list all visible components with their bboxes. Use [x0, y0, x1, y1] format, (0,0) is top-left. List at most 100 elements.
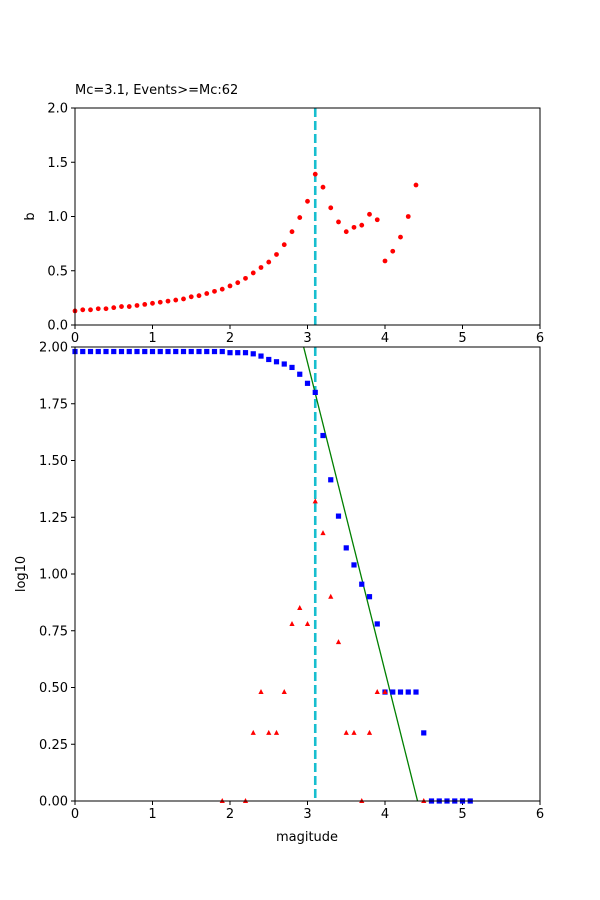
top-b-point	[281, 242, 287, 248]
top-b-point	[382, 258, 388, 264]
top-b-point	[243, 275, 248, 281]
bottom-y-tick-label: 0.00	[39, 795, 68, 810]
bottom-plot-frame	[74, 346, 541, 802]
top-b-point	[312, 171, 318, 177]
bottom-cumulative-point	[188, 348, 194, 355]
top-b-point	[413, 182, 419, 188]
top-x-tick-label: 0	[71, 331, 79, 346]
top-b-point	[351, 224, 357, 230]
bottom-cumulative-point	[242, 350, 249, 356]
top-b-point	[374, 217, 380, 223]
bottom-cumulative-point	[390, 689, 396, 695]
top-x-tick-label: 3	[303, 331, 311, 346]
top-b-point	[80, 307, 86, 313]
bottom-y-tick-label: 1.75	[39, 397, 68, 412]
bottom-x-tick-label: 5	[458, 807, 466, 822]
top-b-point	[367, 211, 372, 217]
top-b-point	[173, 297, 179, 303]
bottom-data-points	[72, 348, 473, 804]
bottom-noncumulative-point	[304, 620, 311, 626]
bottom-cumulative-point	[180, 348, 187, 355]
top-y-tick-label: 0.0	[47, 319, 68, 334]
top-y-tick-label: 0.5	[47, 264, 68, 279]
bottom-noncumulative-point	[297, 605, 303, 611]
bottom-noncumulative-point	[366, 729, 373, 735]
bottom-cumulative-point	[304, 380, 311, 386]
bottom-cumulative-point	[80, 348, 86, 355]
bottom-noncumulative-point	[343, 729, 349, 735]
top-b-point	[258, 265, 264, 270]
bottom-cumulative-point	[335, 513, 342, 519]
top-y-tick-label: 2.0	[47, 102, 68, 117]
bottom-y-tick-label: 1.25	[39, 511, 68, 526]
bottom-cumulative-point	[111, 348, 117, 355]
bottom-cumulative-point	[351, 562, 357, 568]
bottom-cumulative-point	[149, 348, 156, 355]
bottom-noncumulative-point	[312, 498, 318, 504]
bottom-noncumulative-point	[250, 729, 256, 735]
bottom-noncumulative-point	[273, 729, 280, 735]
bottom-x-tick-label: 0	[71, 807, 79, 822]
top-b-point	[235, 280, 241, 286]
bottom-noncumulative-point	[320, 530, 326, 536]
top-x-tick-label: 4	[381, 331, 389, 346]
bottom-y-tick-label: 0.50	[39, 681, 68, 696]
top-b-point	[297, 215, 303, 220]
bottom-x-tick-label: 4	[381, 807, 389, 822]
bottom-cumulative-point	[266, 356, 272, 363]
top-b-point	[274, 252, 279, 257]
bottom-cumulative-point	[312, 389, 318, 395]
b-value-panel: Mc=3.1, Events>=Mc:62 b 0 1 2 3 4 5 6 0.0 0.5 1.0…	[23, 83, 544, 346]
bottom-noncumulative-point	[335, 639, 342, 645]
bottom-cumulative-point	[413, 689, 419, 695]
top-b-point	[134, 303, 140, 308]
bottom-y-tick-label: 0.25	[39, 738, 68, 753]
top-b-point	[343, 229, 349, 235]
bottom-x-tick-label: 1	[148, 807, 156, 822]
bottom-cumulative-point	[211, 348, 218, 355]
top-b-point	[188, 294, 194, 300]
top-b-point	[405, 214, 411, 219]
bottom-y-tick-label: 1.50	[39, 454, 68, 469]
bottom-cumulative-point	[366, 594, 373, 600]
bottom-noncumulative-point	[258, 689, 264, 695]
top-x-tick-label: 5	[458, 331, 466, 346]
top-b-point	[398, 234, 403, 240]
top-x-tick-label: 1	[148, 331, 156, 346]
bottom-cumulative-point	[250, 351, 256, 357]
top-b-point	[289, 229, 295, 235]
bottom-cumulative-point	[118, 348, 125, 355]
top-b-point	[305, 198, 310, 204]
bottom-fit-line	[302, 347, 419, 801]
top-b-point	[328, 205, 334, 211]
bottom-fit-line-group	[302, 347, 419, 801]
bottom-y-tick-label: 0.75	[39, 624, 68, 639]
top-b-point	[219, 286, 225, 292]
magnitude-frequency-panel: magitude log10 0 1 2 3 4 5 6 0.00 0.25 0.50 0.75 1.…	[14, 341, 544, 846]
top-b-point	[250, 270, 256, 276]
bottom-cumulative-point	[374, 621, 380, 627]
bottom-cumulative-point	[421, 730, 427, 736]
bottom-cumulative-point	[405, 689, 411, 695]
bottom-noncumulative-point	[328, 593, 334, 599]
bottom-cumulative-point	[219, 348, 225, 355]
top-b-point	[320, 184, 326, 190]
top-b-point	[150, 300, 155, 306]
bottom-cumulative-point	[95, 348, 101, 355]
bottom-x-tick-label: 6	[536, 807, 544, 822]
top-chart-title: Mc=3.1, Events>=Mc:62	[75, 83, 238, 98]
top-b-point	[103, 306, 109, 312]
bottom-cumulative-point	[126, 348, 132, 355]
top-y-tick-label: 1.0	[47, 210, 68, 225]
bottom-noncumulative-point	[382, 689, 388, 695]
top-b-point	[165, 298, 171, 304]
top-y-tick-label: 1.5	[47, 156, 68, 171]
top-b-point	[126, 304, 132, 309]
top-b-point	[142, 301, 148, 307]
top-plot-frame	[74, 107, 541, 326]
top-b-point	[111, 305, 117, 311]
bottom-cumulative-point	[359, 581, 365, 587]
bottom-cumulative-point	[227, 350, 233, 356]
